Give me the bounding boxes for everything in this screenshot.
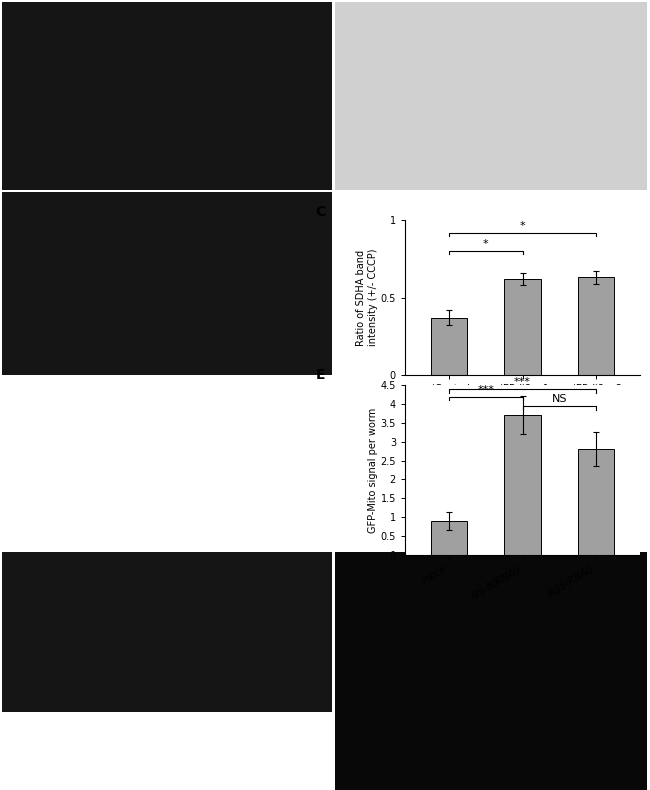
Text: E: E: [316, 368, 325, 382]
Text: *: *: [520, 221, 525, 231]
Text: ***: ***: [477, 385, 494, 395]
Text: *: *: [483, 239, 489, 250]
Y-axis label: Ratio of SDHA band
intensity (+/- CCCP): Ratio of SDHA band intensity (+/- CCCP): [356, 249, 378, 346]
Bar: [504, 279, 541, 375]
Text: C: C: [316, 205, 326, 219]
Text: ***: ***: [514, 378, 531, 387]
Bar: [431, 318, 467, 375]
Bar: [578, 277, 614, 375]
Bar: [431, 521, 467, 555]
Bar: [578, 450, 614, 555]
Text: NS: NS: [551, 394, 567, 404]
Y-axis label: GFP-Mito signal per worm: GFP-Mito signal per worm: [368, 408, 378, 532]
Bar: [504, 416, 541, 555]
